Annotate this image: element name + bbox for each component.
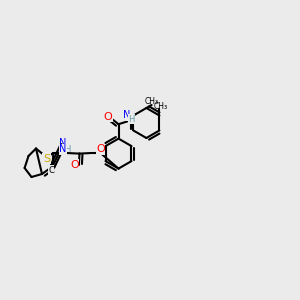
Text: O: O	[96, 144, 105, 154]
Text: S: S	[43, 154, 50, 164]
Text: N: N	[123, 110, 130, 120]
Text: O: O	[70, 160, 79, 170]
Text: O: O	[103, 112, 112, 122]
Text: C: C	[48, 166, 54, 175]
Text: N: N	[59, 144, 67, 154]
Text: CH₃: CH₃	[154, 102, 168, 111]
Text: CH₃: CH₃	[145, 98, 159, 106]
Text: H: H	[64, 146, 71, 154]
Text: N: N	[59, 138, 66, 148]
Text: H: H	[128, 115, 135, 124]
